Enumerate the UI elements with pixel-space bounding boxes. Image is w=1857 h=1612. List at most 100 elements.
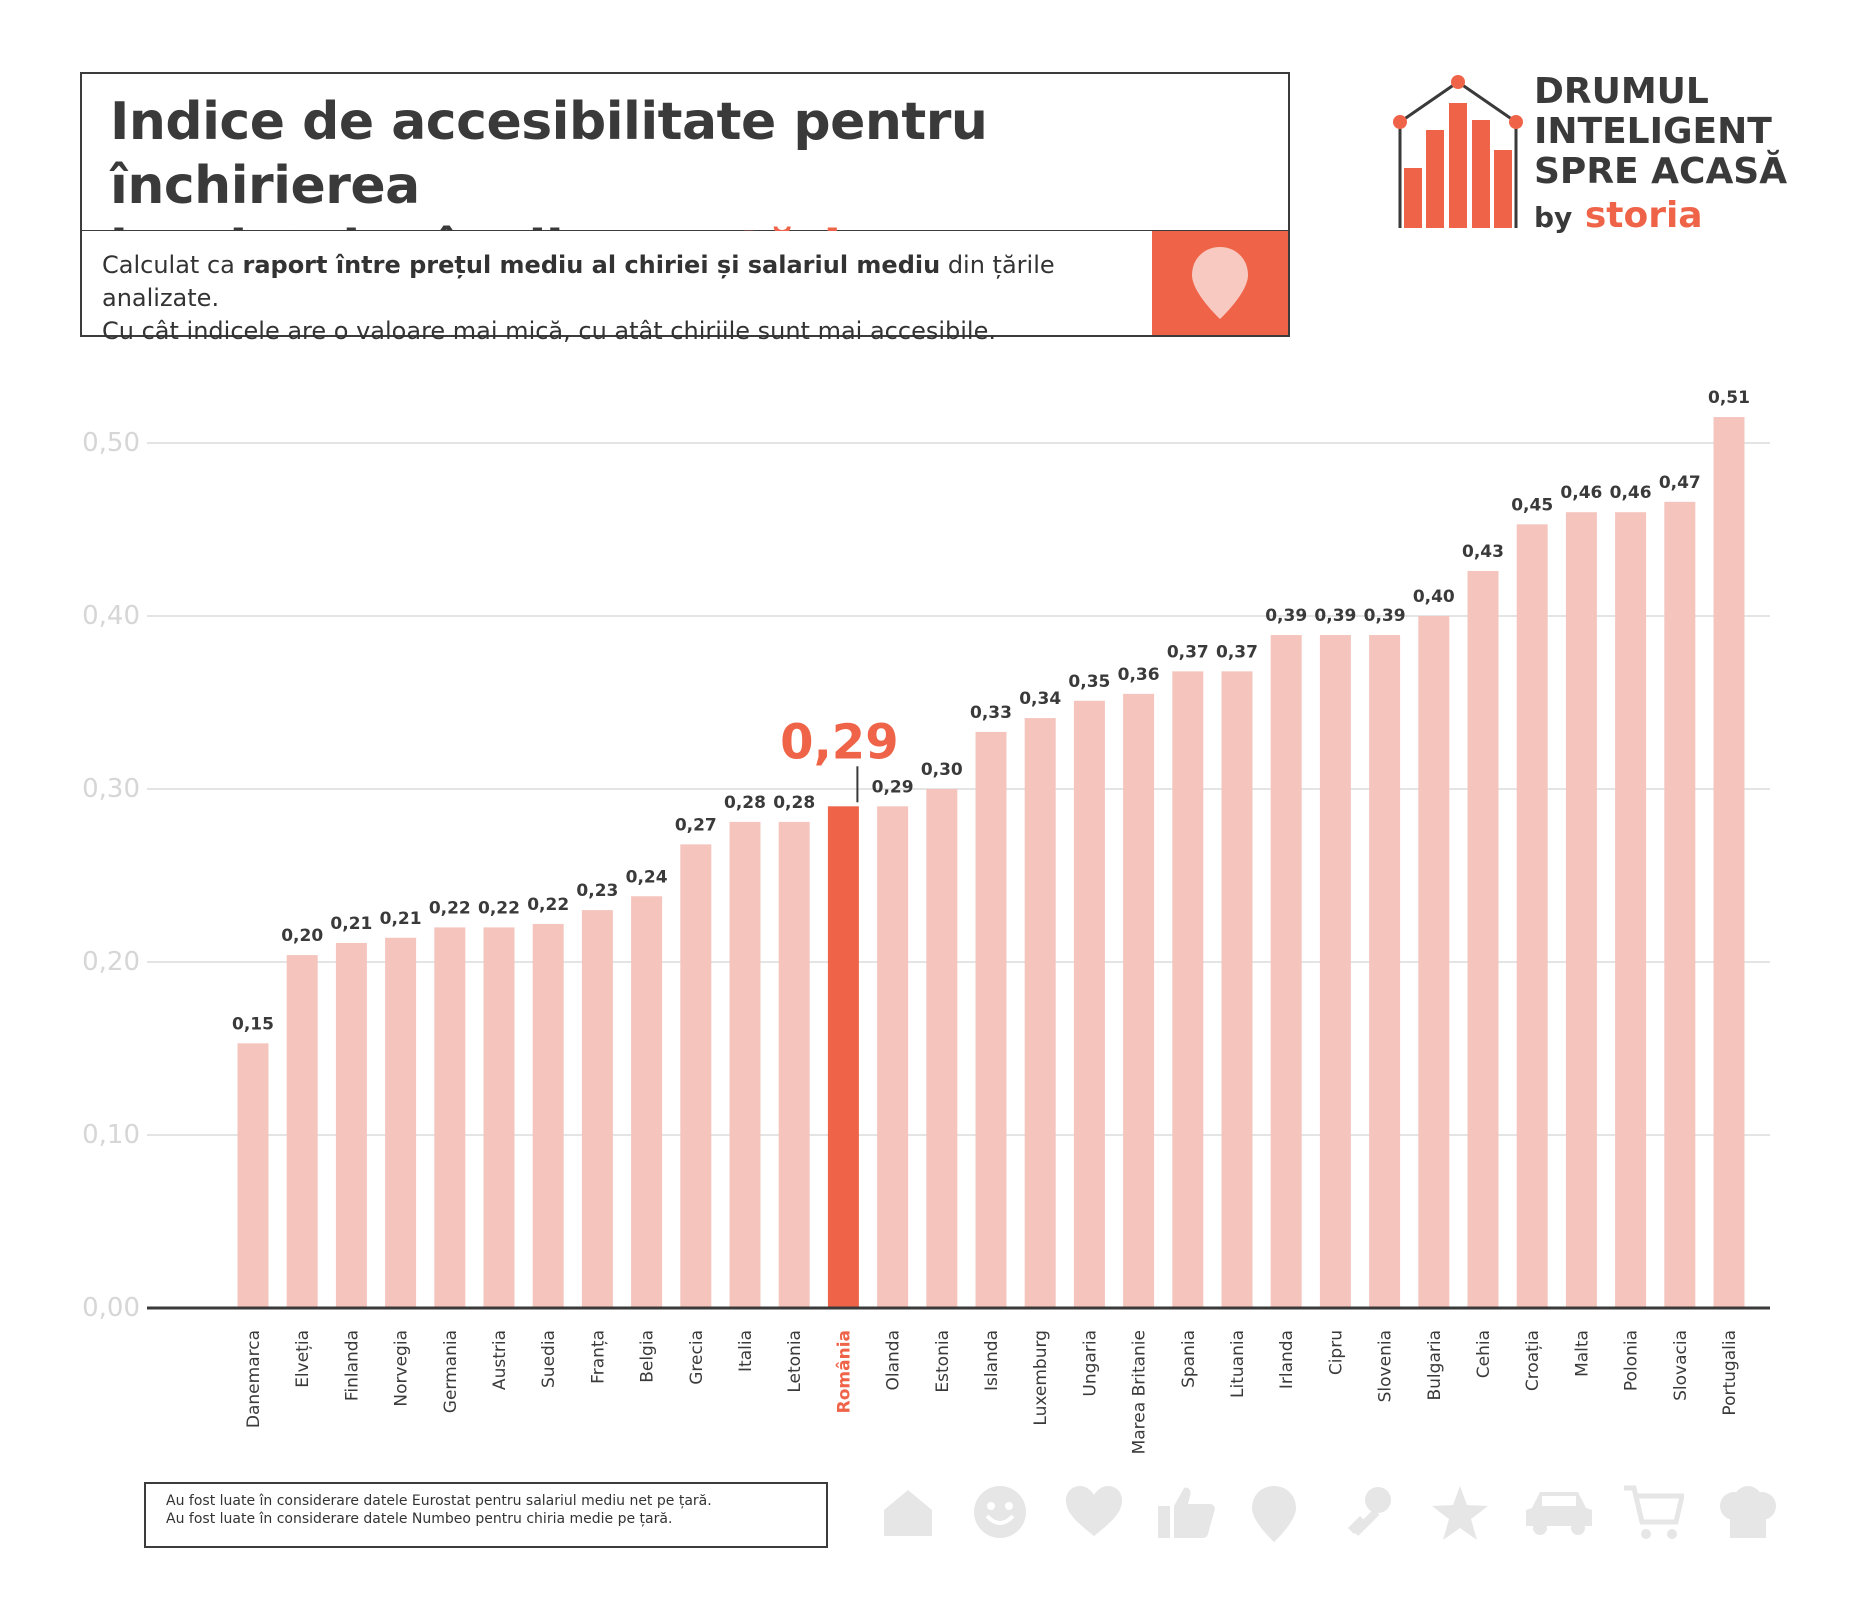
x-tick-label: Germania [441, 1330, 461, 1413]
house-chart-logo-icon [1393, 75, 1523, 228]
bar-chart: 0,00 0,10 0,20 0,30 0,40 0,50 0,15 Danemarca 0,2… [82, 388, 1770, 1454]
x-tick-label: Slovacia [1671, 1330, 1691, 1401]
x-tick-label: Italia [736, 1330, 756, 1372]
bar-value-label: 0,35 [1068, 672, 1110, 692]
map-pin-gray-icon [1252, 1486, 1296, 1542]
x-tick-label: Letonia [785, 1330, 805, 1393]
car-icon [1526, 1492, 1592, 1535]
description-line-1-bold: raport între prețul mediu al chiriei și … [242, 251, 941, 279]
x-tick-label: România [834, 1330, 854, 1413]
x-tick-label: Norvegia [392, 1330, 412, 1407]
x-tick-label: Marea Britanie [1130, 1330, 1150, 1454]
bar [827, 806, 859, 1308]
y-tick-label: 0,20 [82, 947, 140, 977]
x-tick-label: Olanda [884, 1330, 904, 1391]
x-tick-label: Polonia [1622, 1330, 1642, 1391]
bar [581, 910, 613, 1308]
description-icon-cell [1152, 231, 1288, 335]
thumbs-up-icon [1158, 1487, 1215, 1538]
bar-value-label: 0,51 [1708, 388, 1750, 408]
bar [926, 789, 958, 1308]
y-tick-label: 0,00 [82, 1293, 140, 1323]
bar-value-label: 0,40 [1413, 587, 1455, 607]
smiley-icon [974, 1486, 1026, 1538]
x-tick-label: Lituania [1228, 1330, 1248, 1398]
x-tick-label: Bulgaria [1425, 1330, 1445, 1401]
logo-brand: storia [1584, 195, 1703, 236]
bar [631, 896, 663, 1308]
star-icon [1432, 1486, 1488, 1540]
bar-value-label: 0,27 [675, 815, 717, 835]
bar [1418, 616, 1450, 1308]
x-tick-label: Suedia [539, 1330, 559, 1388]
x-tick-label: Belgia [638, 1330, 658, 1383]
description-text: Calculat ca raport între prețul mediu al… [102, 249, 1152, 348]
bar-value-label: 0,37 [1216, 642, 1258, 662]
logo-byline: by storia [1534, 196, 1703, 238]
bar-value-label: 0,20 [281, 926, 323, 946]
x-tick-label: Estonia [933, 1330, 953, 1393]
bar-value-label: 0,22 [478, 898, 520, 918]
x-tick-label: Grecia [687, 1330, 707, 1385]
logo-line-2: INTELIGENT [1534, 111, 1772, 152]
y-tick-label: 0,50 [82, 428, 140, 458]
title-box: Indice de accesibilitate pentru închirie… [80, 72, 1290, 280]
x-tick-label: Irlanda [1277, 1330, 1297, 1389]
x-tick-label: Portugalia [1720, 1330, 1740, 1416]
x-tick-label: Malta [1572, 1330, 1592, 1377]
bar-value-label: 0,37 [1167, 642, 1209, 662]
x-tick-label: Danemarca [244, 1330, 264, 1428]
x-tick-label: Islanda [982, 1330, 1002, 1391]
bar-value-label: 0,39 [1314, 606, 1356, 626]
bar-value-label: 0,46 [1610, 483, 1652, 503]
home-icon [884, 1490, 932, 1536]
x-tick-label: Ungaria [1080, 1330, 1100, 1397]
title-line-1: Indice de accesibilitate pentru închirie… [110, 92, 988, 216]
map-pin-icon [1192, 247, 1248, 319]
bar [1467, 571, 1499, 1308]
x-tick-label: Cipru [1326, 1330, 1346, 1375]
bar [1615, 512, 1647, 1308]
bar-value-label: 0,28 [773, 793, 815, 813]
bar [1369, 635, 1401, 1308]
description-box: Calculat ca raport între prețul mediu al… [80, 231, 1290, 345]
bar-value-label: 0,43 [1462, 542, 1504, 562]
bar-value-label: 0,21 [380, 909, 422, 929]
bar [1123, 693, 1155, 1308]
footnote-line-1: Au fost luate în considerare datele Euro… [166, 1493, 712, 1509]
logo-line-3: SPRE ACASĂ [1534, 151, 1788, 192]
bar [1516, 524, 1548, 1308]
bar [385, 937, 417, 1308]
x-tick-label: Spania [1179, 1330, 1199, 1388]
cart-icon [1624, 1485, 1684, 1539]
y-tick-label: 0,10 [82, 1120, 140, 1150]
bar-value-label: 0,39 [1364, 606, 1406, 626]
bar [237, 1043, 269, 1308]
bar [434, 927, 466, 1308]
footnote-box: Au fost luate în considerare datele Euro… [144, 1482, 828, 1548]
bar-value-label: 0,47 [1659, 473, 1701, 493]
bar-value-label: 0,15 [232, 1014, 274, 1034]
bar-value-label: 0,34 [1019, 689, 1061, 709]
bar-value-label: 0,36 [1118, 665, 1160, 685]
bar [1664, 501, 1696, 1308]
bar [877, 806, 909, 1308]
decorative-icon-row [870, 1484, 1830, 1544]
x-tick-label: Austria [490, 1330, 510, 1390]
bar [532, 923, 564, 1308]
bar [286, 955, 318, 1308]
brand-logo: DRUMUL INTELIGENT SPRE ACASĂ by storia [1388, 70, 1808, 240]
bar-value-label: 0,28 [724, 793, 766, 813]
bar [483, 927, 515, 1308]
bar [975, 731, 1007, 1308]
footnote-line-2: Au fost luate în considerare datele Numb… [166, 1511, 673, 1527]
bar-value-label: 0,24 [626, 867, 668, 887]
bar [729, 821, 761, 1308]
description-line-1-suffix: din țările analizate. [102, 251, 1055, 312]
bar [778, 821, 810, 1308]
bar [1713, 417, 1745, 1308]
x-tick-label: Slovenia [1376, 1330, 1396, 1402]
chef-hat-icon [1720, 1486, 1776, 1538]
bar-value-label: 0,46 [1560, 483, 1602, 503]
x-tick-label: Franța [588, 1330, 608, 1384]
